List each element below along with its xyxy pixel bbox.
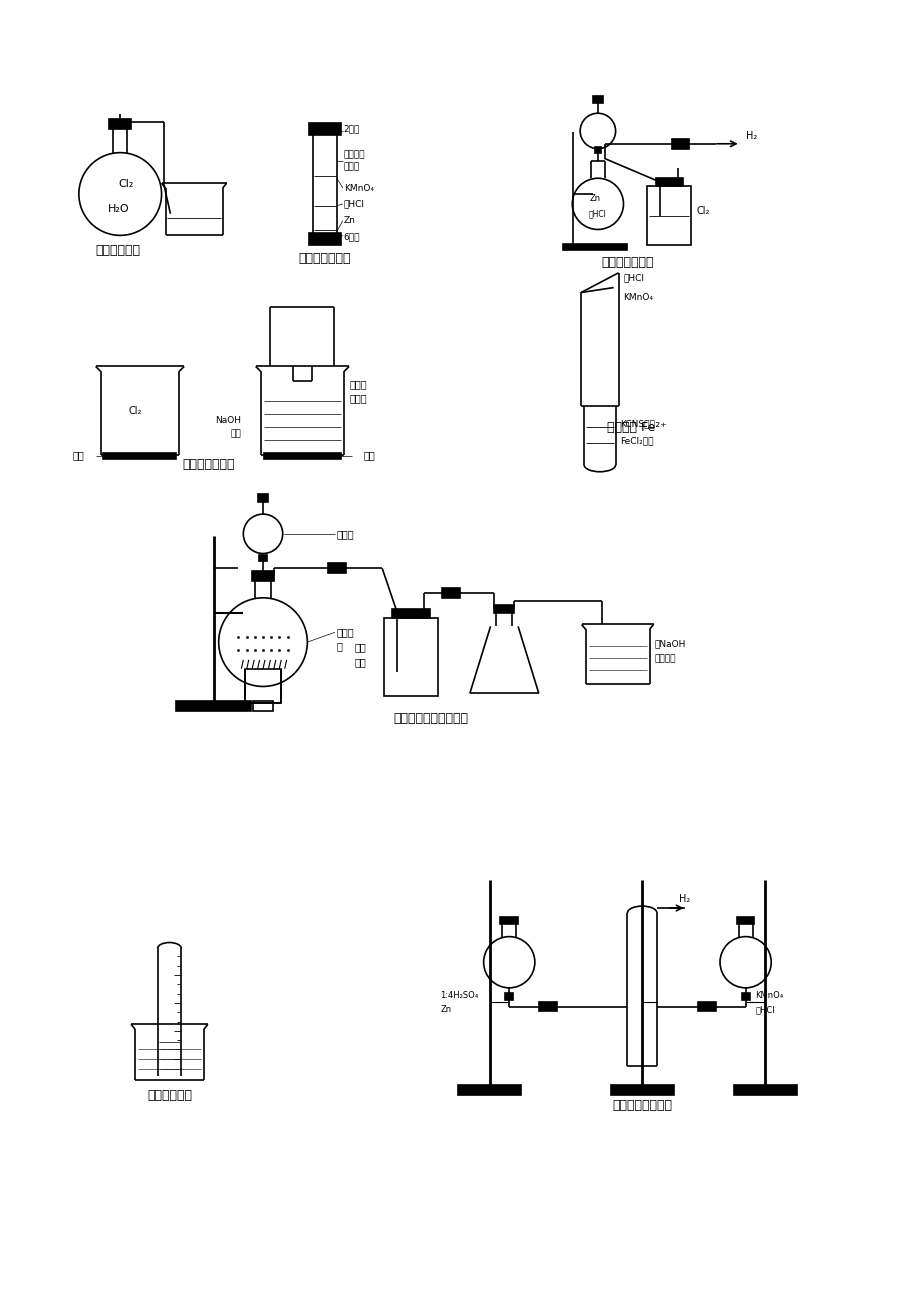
Text: 浓HCl: 浓HCl [623,273,644,283]
Text: 氯气氧化 Fe²⁺: 氯气氧化 Fe²⁺ [607,421,666,434]
Text: NaOH: NaOH [215,417,241,424]
Bar [309,233,340,245]
Text: 6号塞: 6号塞 [344,232,360,241]
Text: KMnO₄: KMnO₄ [344,184,373,193]
Text: 稀HCl: 稀HCl [588,210,607,219]
Bar [500,917,517,924]
Text: 浓HCl: 浓HCl [344,199,365,208]
Text: 一滴酚酞: 一滴酚酞 [653,655,675,664]
Bar [610,1086,673,1095]
Text: Zn: Zn [589,194,600,203]
Bar [733,1086,796,1095]
Text: 氯气与氢气反应: 氯气与氢气反应 [299,251,351,264]
Text: 二氧化: 二氧化 [336,628,354,637]
Text: FeCl₂溶液: FeCl₂溶液 [619,436,653,445]
Bar [391,608,429,617]
Bar [253,702,273,711]
Bar [505,992,513,1000]
Bar [539,1001,556,1012]
Text: Zn: Zn [440,1005,451,1014]
Text: 实验室制取氯气和氯水: 实验室制取氯气和氯水 [392,712,468,725]
Text: 稀NaOH: 稀NaOH [653,639,686,648]
Text: 氯气与水反应: 氯气与水反应 [147,1088,192,1101]
Bar [176,702,251,711]
Text: 锰: 锰 [336,641,343,651]
Bar [103,453,176,458]
Text: 浓HCl: 浓HCl [754,1005,774,1014]
Text: 溶液: 溶液 [230,428,241,437]
Text: 2号塞: 2号塞 [344,125,359,134]
Text: 氯气在氢气中燃烧: 氯气在氢气中燃烧 [611,1099,672,1112]
Text: 的溶液: 的溶液 [349,393,367,402]
Bar [245,669,280,703]
Text: H₂: H₂ [744,132,756,141]
Bar [259,556,267,561]
Text: 氯气与氢气化合: 氯气与氢气化合 [600,256,653,270]
Bar [494,604,514,612]
Bar [258,495,267,503]
Text: 向上升: 向上升 [349,379,367,389]
Text: 两端开口: 两端开口 [344,150,365,159]
Bar [383,617,437,697]
Text: Cl₂: Cl₂ [696,206,709,216]
Text: 1:4H₂SO₄: 1:4H₂SO₄ [440,991,478,1000]
Text: 玻片: 玻片 [363,450,374,460]
Text: KMnO₄: KMnO₄ [754,991,783,1000]
Bar [562,245,627,250]
Text: 氯气跟碱的反应: 氯气跟碱的反应 [182,458,235,471]
Text: H₂: H₂ [678,894,689,904]
Bar [109,120,130,129]
Bar [458,1086,520,1095]
Bar [593,96,602,103]
Text: Cl₂: Cl₂ [119,180,133,189]
Bar [309,124,340,135]
Bar [671,139,688,148]
Text: 氯水: 氯水 [354,656,366,667]
Text: 氯气可溶于水: 氯气可溶于水 [96,243,141,256]
Bar [252,572,274,581]
Bar [595,147,600,152]
Bar [646,186,691,245]
Bar [328,564,346,573]
Text: 氯气: 氯气 [354,642,366,652]
Bar [698,1001,715,1012]
Text: 浓盐酸: 浓盐酸 [336,529,354,539]
Bar [441,589,460,598]
Text: 玻片: 玻片 [73,450,85,460]
Text: H₂O: H₂O [108,204,129,214]
Text: KCNS溶液: KCNS溶液 [619,419,654,428]
Bar [263,453,341,458]
Text: Cl₂: Cl₂ [128,406,142,415]
Text: Zn: Zn [344,216,356,225]
Text: KMnO₄: KMnO₄ [623,293,652,302]
Text: 的试管: 的试管 [344,161,359,171]
Bar [736,917,754,924]
Bar [655,178,682,186]
Bar [741,992,749,1000]
